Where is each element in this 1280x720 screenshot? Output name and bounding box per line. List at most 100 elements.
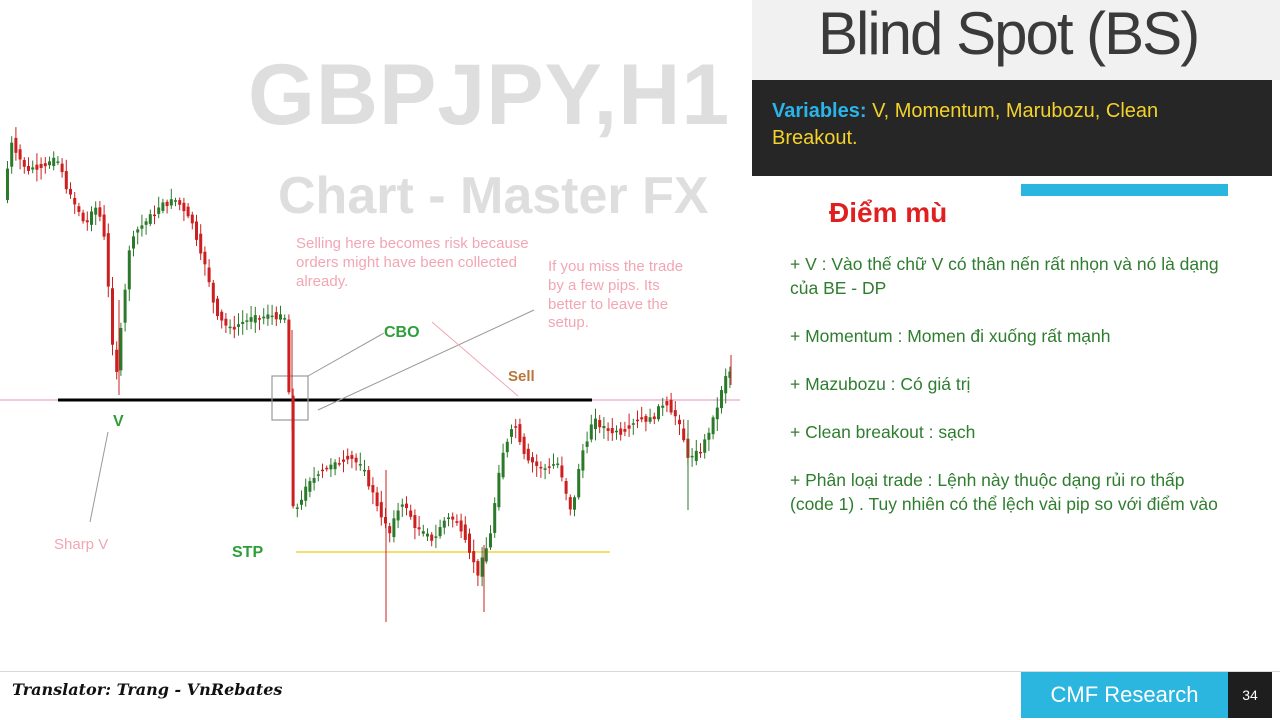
candle-body	[241, 321, 245, 324]
candle-body	[169, 199, 173, 206]
candle-body	[552, 464, 555, 466]
candle-body	[409, 510, 413, 517]
candle-body	[577, 469, 581, 498]
candle-body	[39, 163, 43, 169]
candle-body	[186, 206, 190, 217]
candle-body	[300, 499, 303, 505]
candle-body	[497, 472, 501, 508]
candle-body	[325, 467, 329, 470]
candle-body	[501, 452, 505, 478]
candle-body	[631, 423, 635, 425]
candle-body	[90, 211, 93, 225]
candle-body	[417, 527, 421, 530]
footer-divider	[0, 671, 1280, 672]
candle-body	[295, 507, 299, 509]
candle-body	[77, 206, 81, 212]
candle-body	[43, 163, 47, 167]
candle-body	[274, 312, 278, 320]
candle-body	[245, 320, 249, 322]
candle-body	[535, 461, 539, 466]
candle-body	[48, 161, 51, 166]
watermark-subtitle: Chart - Master FX	[278, 167, 709, 225]
candle-body	[451, 516, 455, 520]
candle-body	[472, 551, 476, 563]
page-number: 34	[1228, 672, 1272, 718]
candle-body	[69, 188, 72, 195]
candle-body	[10, 142, 14, 167]
candle-body	[342, 459, 345, 462]
candle-body	[581, 450, 585, 471]
candle-body	[594, 418, 597, 430]
candle-body	[610, 428, 614, 434]
candle-body	[115, 349, 119, 372]
candle-body	[337, 463, 341, 465]
candle-body	[140, 225, 144, 229]
candle-body	[224, 318, 228, 326]
candle-body	[31, 167, 35, 170]
candle-body	[119, 327, 123, 371]
candle-body	[237, 324, 240, 327]
candle-body	[199, 233, 203, 254]
candle-body	[132, 236, 135, 249]
candle-body	[707, 432, 711, 440]
candle-body	[724, 376, 728, 394]
candle-body	[182, 202, 186, 212]
candle-body	[258, 318, 261, 320]
candle-body	[379, 502, 383, 518]
candle-body	[144, 221, 148, 225]
candle-body	[518, 424, 522, 443]
sharpv-pointer	[89, 431, 109, 523]
candle-body	[27, 166, 30, 171]
label-cbo: CBO	[384, 324, 420, 341]
candle-body	[60, 163, 64, 173]
candle-body	[392, 518, 396, 538]
candle-body	[190, 214, 194, 224]
candle-body	[480, 557, 484, 577]
candle-body	[615, 430, 618, 433]
variables-key: Variables:	[772, 100, 867, 122]
candle-body	[161, 202, 165, 211]
candle-body	[165, 201, 169, 207]
candle-body	[627, 425, 631, 429]
candle-body	[283, 318, 287, 320]
candle-body	[111, 288, 114, 345]
bullet-item: + Clean breakout : sạch	[790, 422, 976, 442]
candle-body	[14, 137, 18, 153]
candle-body	[442, 520, 446, 528]
candle-body	[18, 149, 22, 160]
vietnamese-title: Điểm mù	[829, 197, 948, 228]
candle-body	[421, 531, 425, 534]
candle-body	[699, 451, 702, 454]
candle-body	[623, 429, 627, 432]
candle-body	[102, 214, 106, 237]
candle-body	[350, 455, 354, 459]
watermark-title: GBPJPY,H1	[248, 47, 731, 143]
candle-body	[556, 463, 560, 466]
candle-body	[396, 510, 400, 521]
candle-body	[211, 282, 215, 303]
candle-body	[459, 520, 463, 532]
candle-body	[85, 220, 89, 223]
translator-credit: Translator: Trang - VnRebates	[12, 680, 283, 699]
candle-body	[363, 469, 366, 472]
variables-value: V, Momentum, Marubozu, Clean Breakout.	[772, 100, 1159, 149]
candle-body	[636, 419, 639, 422]
candle-body	[266, 314, 270, 319]
title-box	[752, 0, 1280, 80]
candle-body	[270, 315, 274, 318]
candle-body	[136, 229, 140, 233]
candle-body	[232, 326, 236, 330]
candle-body	[22, 159, 26, 167]
candle-body	[388, 526, 392, 534]
candle-body	[405, 503, 408, 509]
candle-body	[447, 517, 450, 520]
candle-body	[644, 416, 648, 422]
candle-body	[682, 428, 686, 441]
candle-body	[640, 417, 644, 420]
brand-badge: CMF Research	[1021, 672, 1228, 718]
candle-body	[279, 314, 282, 320]
candle-body	[73, 197, 77, 205]
candle-body	[715, 407, 719, 420]
candle-body	[174, 200, 177, 202]
candle-body	[35, 164, 39, 170]
